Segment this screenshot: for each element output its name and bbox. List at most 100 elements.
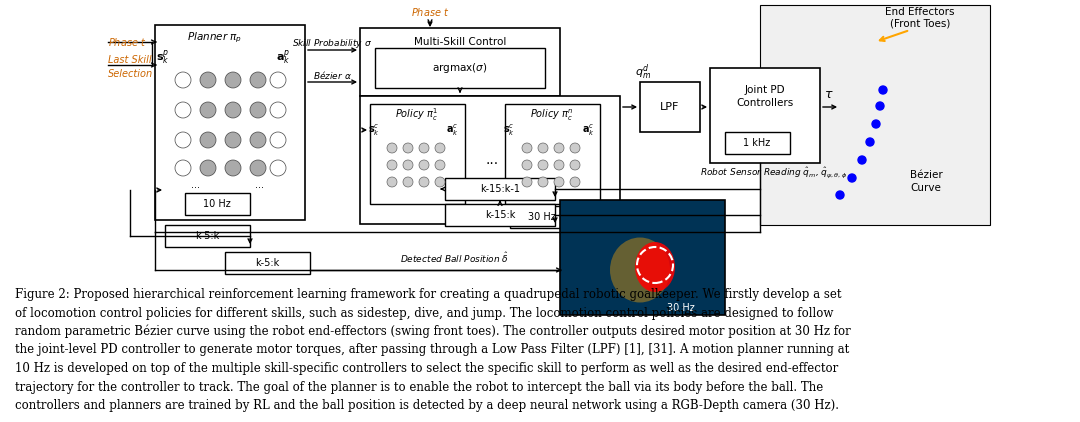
Text: End Effectors: End Effectors <box>886 7 955 17</box>
Circle shape <box>175 102 191 118</box>
Text: $\mathbf{s}^c_k$: $\mathbf{s}^c_k$ <box>368 122 380 138</box>
Bar <box>445 178 555 200</box>
Circle shape <box>435 177 445 187</box>
Text: Figure 2: Proposed hierarchical reinforcement learning framework for creating a : Figure 2: Proposed hierarchical reinforc… <box>15 288 841 301</box>
Circle shape <box>387 143 397 153</box>
Circle shape <box>570 143 580 153</box>
Bar <box>156 25 305 220</box>
Text: 10 Hz is developed on top of the multiple skill-specific controllers to select t: 10 Hz is developed on top of the multipl… <box>15 362 838 375</box>
Circle shape <box>387 160 397 170</box>
Text: Policy $\pi^1_c$: Policy $\pi^1_c$ <box>395 107 438 123</box>
Text: Phase $t$: Phase $t$ <box>108 36 146 48</box>
Circle shape <box>200 102 216 118</box>
Text: ...: ... <box>190 180 200 190</box>
Text: Skill Probability $\sigma$: Skill Probability $\sigma$ <box>292 36 372 49</box>
Bar <box>360 28 561 96</box>
Text: Selection: Selection <box>108 69 153 79</box>
Text: k-5:k: k-5:k <box>255 258 279 268</box>
Circle shape <box>866 138 874 146</box>
Text: 30 Hz: 30 Hz <box>667 303 696 313</box>
Circle shape <box>435 160 445 170</box>
Circle shape <box>270 72 286 88</box>
Circle shape <box>225 132 241 148</box>
Text: ...: ... <box>485 153 499 167</box>
Text: $\mathbf{s}^c_k$: $\mathbf{s}^c_k$ <box>503 122 515 138</box>
Text: k-15:k: k-15:k <box>485 210 515 220</box>
Bar <box>510 206 575 228</box>
Text: $\mathbf{a}^c_k$: $\mathbf{a}^c_k$ <box>446 122 458 138</box>
Circle shape <box>403 160 413 170</box>
Text: Phase $t$: Phase $t$ <box>410 6 449 18</box>
Text: $\mathbf{s}^p_k$: $\mathbf{s}^p_k$ <box>157 49 170 67</box>
Bar <box>165 225 249 247</box>
Circle shape <box>554 160 564 170</box>
Circle shape <box>200 160 216 176</box>
Bar <box>640 82 700 132</box>
Ellipse shape <box>635 242 675 292</box>
Circle shape <box>403 143 413 153</box>
Circle shape <box>879 86 887 94</box>
Circle shape <box>522 177 532 187</box>
Circle shape <box>249 160 266 176</box>
Text: $\mathbf{a}^p_k$: $\mathbf{a}^p_k$ <box>275 49 291 67</box>
Text: Bézier $\alpha$: Bézier $\alpha$ <box>312 69 351 81</box>
Circle shape <box>249 72 266 88</box>
Text: Joint PD: Joint PD <box>745 85 785 95</box>
Text: $q^d_m$: $q^d_m$ <box>635 62 651 82</box>
Circle shape <box>270 132 286 148</box>
Circle shape <box>554 143 564 153</box>
Text: 10 Hz: 10 Hz <box>203 199 231 209</box>
Text: Policy $\pi^n_c$: Policy $\pi^n_c$ <box>530 107 573 123</box>
Ellipse shape <box>610 238 670 303</box>
Circle shape <box>200 72 216 88</box>
Circle shape <box>419 160 429 170</box>
Circle shape <box>403 177 413 187</box>
Bar <box>375 48 545 88</box>
Circle shape <box>175 160 191 176</box>
Text: LPF: LPF <box>660 102 679 112</box>
Circle shape <box>249 102 266 118</box>
Text: Multi-Skill Control: Multi-Skill Control <box>414 37 507 47</box>
Text: random parametric Bézier curve using the robot end-effectors (swing front toes).: random parametric Bézier curve using the… <box>15 325 851 338</box>
Circle shape <box>522 160 532 170</box>
Text: Robot Sensor Reading $\hat{q}_m$, $\hat{q}_{\psi,\theta,\phi}$: Robot Sensor Reading $\hat{q}_m$, $\hat{… <box>700 166 847 180</box>
Text: 1 kHz: 1 kHz <box>743 138 771 148</box>
Bar <box>725 132 789 154</box>
Text: controllers and planners are trained by RL and the ball position is detected by : controllers and planners are trained by … <box>15 399 839 412</box>
Circle shape <box>175 132 191 148</box>
Circle shape <box>270 102 286 118</box>
Bar <box>370 104 465 204</box>
Text: k-5:k: k-5:k <box>194 231 219 241</box>
Circle shape <box>522 143 532 153</box>
Text: $\tau$: $\tau$ <box>824 89 834 102</box>
Text: ...: ... <box>256 180 265 190</box>
Circle shape <box>848 174 856 182</box>
Circle shape <box>225 102 241 118</box>
Bar <box>360 96 620 224</box>
Circle shape <box>538 160 548 170</box>
Text: Detected Ball Position $\hat{\delta}$: Detected Ball Position $\hat{\delta}$ <box>400 251 509 265</box>
Circle shape <box>538 177 548 187</box>
Circle shape <box>435 143 445 153</box>
Circle shape <box>419 143 429 153</box>
Circle shape <box>200 132 216 148</box>
Bar <box>710 68 820 163</box>
Bar <box>185 193 249 215</box>
Circle shape <box>554 177 564 187</box>
Circle shape <box>872 120 880 128</box>
Circle shape <box>836 191 843 199</box>
Text: $\mathbf{a}^c_k$: $\mathbf{a}^c_k$ <box>582 122 594 138</box>
Text: Curve: Curve <box>910 183 941 193</box>
Circle shape <box>419 177 429 187</box>
Circle shape <box>225 72 241 88</box>
Circle shape <box>570 177 580 187</box>
Circle shape <box>570 160 580 170</box>
Text: Last Skill: Last Skill <box>108 55 151 65</box>
Circle shape <box>249 132 266 148</box>
Circle shape <box>538 143 548 153</box>
Text: Bézier: Bézier <box>910 170 943 180</box>
Text: trajectory for the controller to track. The goal of the planner is to enable the: trajectory for the controller to track. … <box>15 381 823 393</box>
Text: Controllers: Controllers <box>737 98 794 108</box>
Bar <box>225 252 310 274</box>
Text: the joint-level PD controller to generate motor torques, after passing through a: the joint-level PD controller to generat… <box>15 344 849 357</box>
